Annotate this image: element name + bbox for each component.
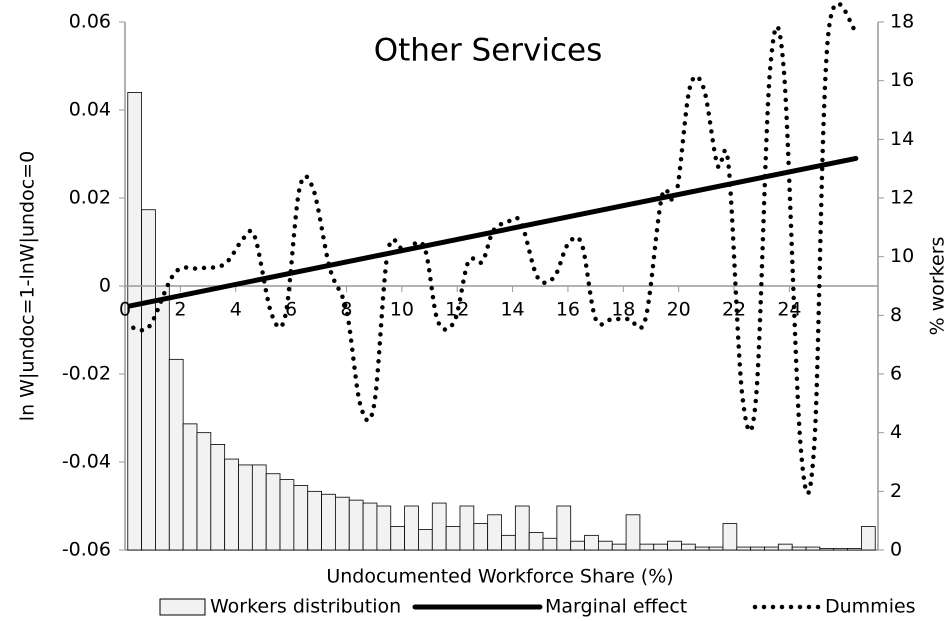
bar (833, 548, 848, 551)
bar (348, 499, 364, 551)
bar (127, 92, 143, 551)
bar (362, 502, 378, 551)
x-tick-label: 2 (174, 299, 186, 321)
bar (210, 443, 226, 551)
y-tick-label: 0 (99, 275, 111, 297)
bar (777, 543, 793, 551)
y2-axis-label: % workers (927, 237, 949, 336)
y2-tick-label: 6 (890, 363, 902, 385)
y2-tick-label: 16 (890, 69, 914, 91)
x-tick-label: 6 (285, 299, 297, 321)
bar (514, 505, 530, 551)
legend-label: Workers distribution (210, 596, 401, 618)
x-tick-label: 22 (722, 299, 746, 321)
y2-tick-label: 0 (890, 539, 902, 561)
dotted-line (131, 1, 859, 496)
y-tick-label: -0.04 (62, 451, 111, 473)
bar (307, 490, 322, 551)
y-tick-label: 0.02 (69, 187, 111, 209)
bar (597, 540, 613, 551)
bar (459, 505, 475, 551)
y2-tick-label: 4 (890, 421, 902, 443)
bar (196, 432, 212, 551)
y-axis-label: ln W|undoc=1-lnW|undoc=0 (17, 151, 39, 421)
bar (556, 505, 572, 551)
y2-tick-label: 8 (890, 304, 902, 326)
bar (182, 423, 198, 551)
legend-label: Marginal effect (545, 596, 687, 618)
x-tick-label: 10 (390, 299, 414, 321)
bar (528, 532, 544, 551)
bar (736, 546, 752, 551)
legend-swatch (159, 598, 206, 616)
bar (501, 534, 516, 551)
y2-tick-label: 10 (890, 245, 914, 267)
bar (473, 523, 489, 551)
bar (376, 505, 392, 551)
y-tick-label: -0.02 (62, 363, 111, 385)
bar (584, 534, 599, 551)
bar (611, 543, 627, 551)
line (128, 155, 859, 309)
bar (667, 540, 682, 551)
bar (279, 479, 295, 551)
legend-label: Dummies (825, 596, 916, 618)
x-tick-label: 8 (340, 299, 352, 321)
y2-tick-label: 14 (890, 128, 914, 150)
x-tick-label: 0 (119, 299, 131, 321)
bar (750, 546, 765, 551)
x-axis-label: Undocumented Workforce Share (%) (326, 566, 673, 588)
bar (625, 514, 641, 551)
bar (141, 209, 156, 551)
x-tick-label: 16 (556, 299, 580, 321)
y-tick-label: -0.06 (62, 539, 111, 561)
x-tick-label: 24 (777, 299, 801, 321)
x-tick-label: 18 (611, 299, 635, 321)
x-tick-label: 14 (500, 299, 524, 321)
x-tick-label: 20 (667, 299, 691, 321)
bar (653, 543, 669, 551)
bar (570, 540, 585, 551)
y2-tick-label: 12 (890, 187, 914, 209)
bar (224, 458, 239, 551)
y-tick-label: 0.06 (69, 11, 111, 33)
bar (847, 548, 862, 551)
bar (238, 464, 253, 551)
bar (390, 526, 406, 551)
bar (487, 514, 502, 551)
bar (321, 493, 336, 551)
bar (293, 485, 309, 551)
y-tick-label: 0.04 (69, 99, 111, 121)
bar (681, 543, 696, 551)
y2-tick-label: 18 (890, 11, 914, 33)
bar (168, 358, 184, 551)
bar (860, 526, 876, 551)
bar (791, 546, 807, 551)
bar (334, 496, 350, 551)
bar (805, 546, 821, 551)
bar (418, 529, 433, 551)
bar (542, 537, 558, 551)
bar (155, 285, 170, 551)
bar (265, 473, 281, 551)
bar (251, 464, 267, 551)
bar (722, 523, 738, 551)
x-tick-label: 4 (230, 299, 242, 321)
bar (708, 546, 724, 551)
bar (764, 546, 779, 551)
bar (445, 526, 461, 551)
bar (819, 548, 835, 551)
bar (694, 546, 710, 551)
y2-tick-label: 2 (890, 480, 902, 502)
bar (431, 502, 447, 551)
chart-title: Other Services (374, 33, 603, 69)
bar (404, 505, 419, 551)
bar (639, 543, 655, 551)
